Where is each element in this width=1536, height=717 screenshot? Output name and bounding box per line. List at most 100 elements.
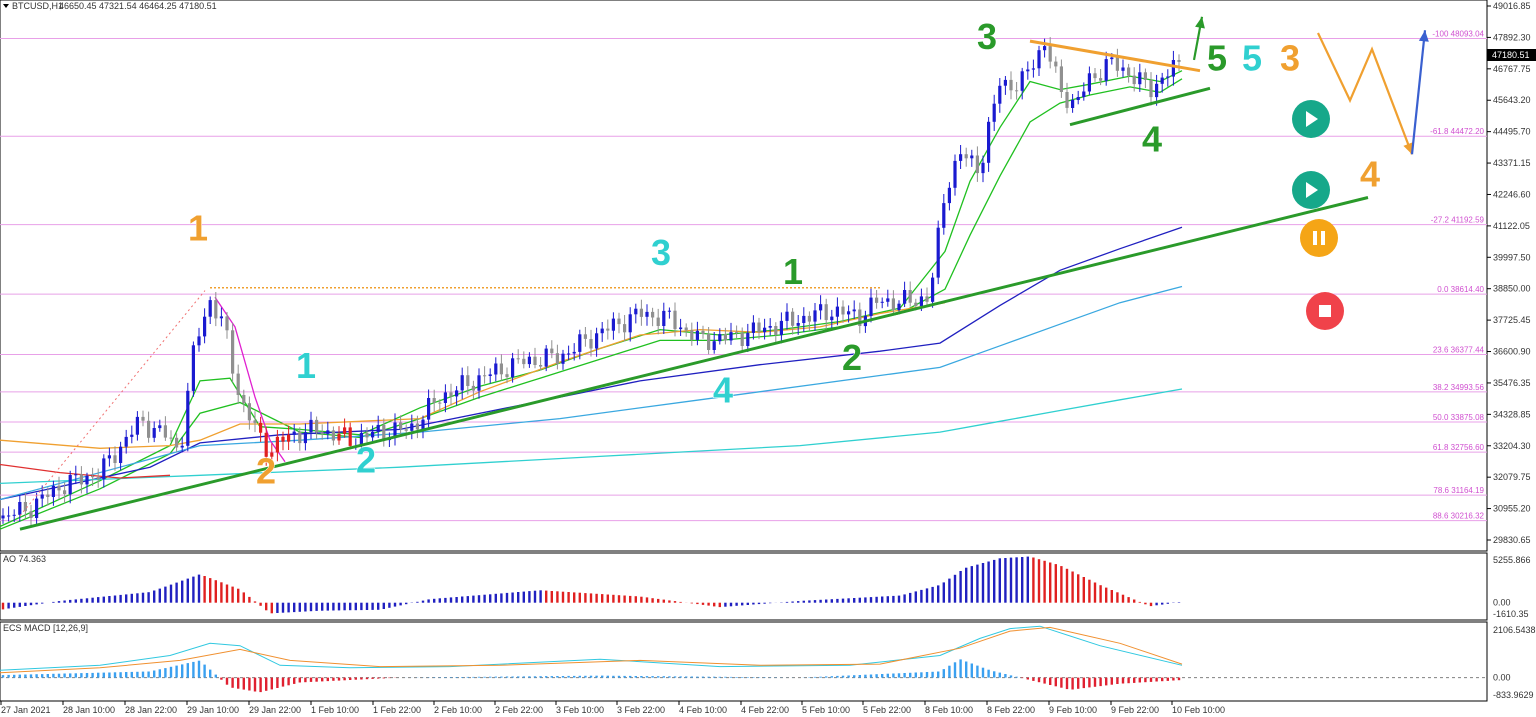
price-tick-label: 41122.05 [1493,221,1530,231]
candle-body [746,333,750,346]
time-tick-label: 1 Feb 10:00 [311,705,359,715]
candle-body [1093,73,1097,79]
price-tick-label: 35476.35 [1493,378,1531,388]
fib-label: -100 48093.04 [1432,30,1484,39]
candle-body [236,373,240,395]
candle-body [623,324,627,333]
macd-title: ECS MACD [12,26,9] [3,623,88,633]
time-tick-label: 2 Feb 22:00 [495,705,543,715]
candle-body [1003,79,1007,86]
fib-label: 78.6 31164.19 [1433,486,1484,495]
ao-axis-label: -1610.35 [1493,609,1529,619]
candle-body [544,348,548,367]
time-tick-label: 3 Feb 22:00 [617,705,665,715]
arrow-head [1195,16,1205,29]
candle-body [981,162,985,174]
candle-body [578,334,582,352]
candle-body [807,315,811,322]
candle-body [695,330,699,340]
candle-body [113,455,117,463]
candle-body [1115,57,1119,71]
time-tick-label: 9 Feb 10:00 [1049,705,1097,715]
candle-body [723,334,727,341]
fib-label: -61.8 44472.20 [1430,127,1484,136]
candle-body [1037,50,1041,69]
candle-body [751,322,755,333]
candle-body [802,315,806,323]
price-tick-label: 42246.60 [1493,189,1531,199]
candle-body [707,334,711,350]
time-tick-label: 2 Feb 10:00 [434,705,482,715]
candle-body [1059,66,1063,92]
candle-body [494,363,498,375]
candle-body [214,300,218,319]
symbol-timeframe: BTCUSD,H1 [12,1,63,11]
candle-body [1043,46,1047,51]
candle-body [12,514,16,516]
candle-body [813,310,817,322]
wave-label: 5 [1242,38,1262,79]
candle-body [1127,67,1131,76]
candle-body [270,452,274,457]
symbol-dropdown-icon[interactable] [3,4,9,8]
candle-body [835,306,839,317]
price-tick-label: 39997.50 [1493,252,1531,262]
candle-body [964,154,968,159]
candle-body [18,502,22,515]
candle-body [298,431,302,444]
time-tick-label: 8 Feb 22:00 [987,705,1035,715]
candle-body [393,422,397,439]
candle-body [91,476,95,478]
projection-arrow-blue_up [1410,30,1427,155]
candle-body [522,358,526,365]
price-tick-label: 36600.90 [1493,347,1531,357]
price-pane [0,0,1488,552]
macd-axis-label: 0.00 [1493,673,1511,683]
candle-body [729,332,733,341]
candle-body [1076,97,1080,100]
candle-body [886,298,890,302]
candle-body [740,333,744,346]
candle-body [29,511,33,518]
time-tick-label: 9 Feb 22:00 [1111,705,1159,715]
ao-title: AO 74.363 [3,554,46,564]
price-tick-label: 44495.70 [1493,127,1531,137]
candle-body [225,316,229,331]
candle-body [152,428,156,438]
candle-body [583,334,587,339]
price-tick-label: 30955.20 [1493,504,1531,514]
candle-body [242,395,246,404]
candle-body [477,375,481,391]
candle-body [130,434,134,437]
play-signal-icon-2 [1292,171,1330,209]
candle-body [427,398,431,420]
candle-body [85,476,89,485]
candle-body [438,402,442,404]
pause-signal-icon [1300,219,1338,257]
ao-pane [0,552,1488,621]
fib-label: -27.2 41192.59 [1431,216,1485,225]
candle-body [331,430,335,441]
wave-label: 1 [296,345,316,386]
candle-body [1099,78,1103,81]
price-tick-label: 49016.85 [1493,1,1531,11]
candle-body [925,296,929,302]
candle-body [645,311,649,317]
candle-body [858,309,862,326]
candle-body [264,432,268,457]
time-tick-label: 28 Jan 10:00 [63,705,115,715]
candle-body [567,353,571,355]
candle-body [539,365,543,367]
ma-line-ma_orange [0,302,946,449]
candle-body [208,300,212,317]
ma-line-fast_ma [0,70,1183,528]
candle-body [74,474,78,476]
candle-body [662,310,666,326]
candle-body [701,330,705,334]
candle-body [326,430,330,434]
candle-body [23,502,27,512]
candle-body [1160,77,1164,84]
fib-label: 23.6 36377.44 [1433,346,1485,355]
fib-label: 38.2 34993.56 [1433,383,1485,392]
